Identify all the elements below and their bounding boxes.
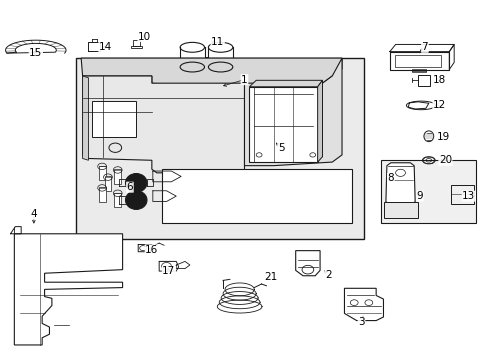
Polygon shape <box>317 80 322 162</box>
Text: 10: 10 <box>138 32 151 41</box>
Polygon shape <box>5 40 66 53</box>
Text: 11: 11 <box>211 37 224 47</box>
Text: 15: 15 <box>29 48 42 58</box>
Text: 2: 2 <box>325 270 331 280</box>
Polygon shape <box>14 234 122 345</box>
Polygon shape <box>249 87 317 162</box>
Text: 9: 9 <box>416 191 423 201</box>
Text: 16: 16 <box>145 245 158 255</box>
Text: 4: 4 <box>30 209 37 219</box>
Bar <box>114 193 121 207</box>
Polygon shape <box>244 58 341 166</box>
Polygon shape <box>249 80 322 87</box>
Text: 8: 8 <box>386 173 393 183</box>
Bar <box>411 69 426 72</box>
Polygon shape <box>383 202 417 218</box>
Bar <box>450 185 473 204</box>
Polygon shape <box>344 288 383 320</box>
Ellipse shape <box>125 174 147 192</box>
Text: 7: 7 <box>421 42 427 52</box>
Bar <box>92 101 136 137</box>
Polygon shape <box>82 76 244 173</box>
Polygon shape <box>161 169 351 223</box>
Text: 18: 18 <box>432 75 445 85</box>
Text: 14: 14 <box>99 42 112 52</box>
Bar <box>99 187 105 202</box>
Bar <box>131 45 142 48</box>
Text: 3: 3 <box>358 317 364 327</box>
Bar <box>114 169 121 184</box>
Bar <box>76 58 363 239</box>
Polygon shape <box>385 163 414 209</box>
Text: 5: 5 <box>277 143 284 153</box>
Text: 20: 20 <box>438 155 451 165</box>
Polygon shape <box>81 58 341 87</box>
Polygon shape <box>295 251 320 276</box>
Text: 12: 12 <box>432 100 445 110</box>
Bar <box>417 75 429 86</box>
Text: 17: 17 <box>162 266 175 276</box>
Bar <box>394 55 440 67</box>
Bar <box>99 166 105 180</box>
Ellipse shape <box>125 191 147 210</box>
Text: 6: 6 <box>126 182 133 192</box>
Bar <box>104 176 111 191</box>
Text: 1: 1 <box>241 75 247 85</box>
Polygon shape <box>82 76 88 160</box>
Bar <box>380 160 475 223</box>
Text: 21: 21 <box>264 272 277 282</box>
Text: 19: 19 <box>436 132 449 142</box>
Bar <box>133 40 140 46</box>
Text: 13: 13 <box>461 191 474 201</box>
